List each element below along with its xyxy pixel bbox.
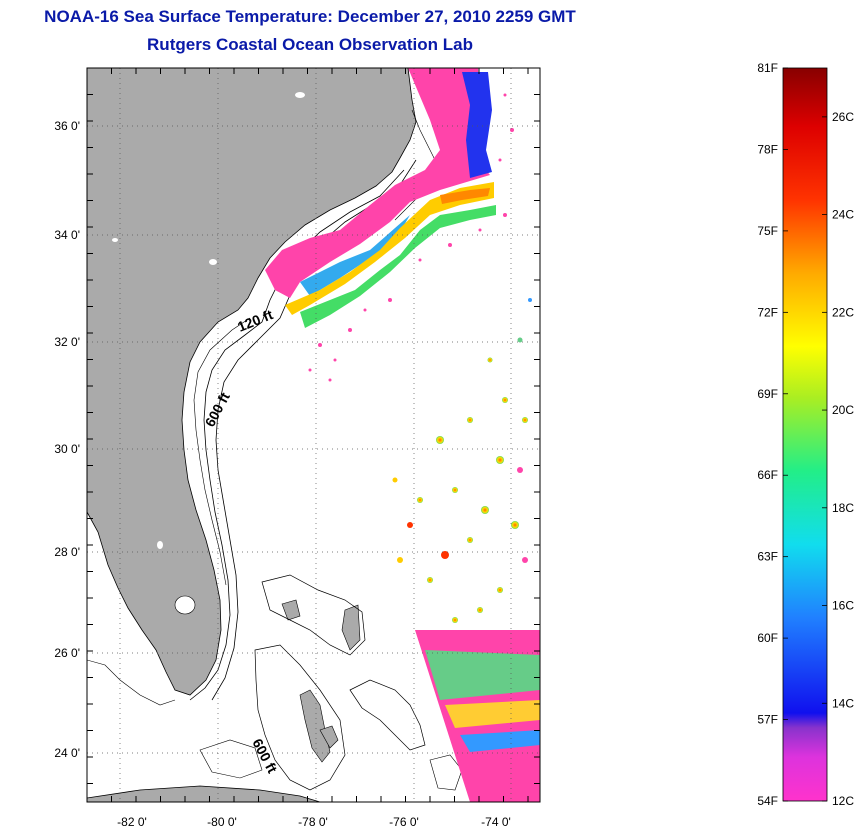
colorbar-c-label: 22C: [832, 305, 854, 319]
land-bahamas: [341, 604, 361, 651]
land-bahamas: [319, 725, 339, 749]
lake: [112, 238, 118, 242]
colorbar-f-label: 81F: [757, 61, 778, 75]
land-mainland: [87, 68, 417, 696]
lake: [157, 541, 163, 549]
sst-swath-warm-core: [440, 188, 490, 204]
contour-bahamas: [349, 679, 426, 751]
contour-bahamas: [261, 574, 366, 656]
colorbar-f-label: 66F: [757, 468, 778, 482]
colorbar-c-label: 20C: [832, 403, 854, 417]
sst-swath-south-mid: [425, 650, 540, 700]
colorbar-f-label: 60F: [757, 631, 778, 645]
contour-bahamas: [429, 754, 463, 791]
lon-label: -78 0': [298, 815, 328, 829]
land-bahamas: [281, 599, 301, 621]
colorbar-c-label: 24C: [832, 208, 854, 222]
graticule: [87, 68, 540, 802]
contour-label-600ft: 600 ft: [202, 389, 233, 429]
colorbar-c-label: 26C: [832, 110, 854, 124]
axis-ticks: [86, 67, 540, 802]
sst-swath-cold: [265, 68, 490, 298]
lat-label: 30 0': [54, 442, 80, 456]
colorbar-f-label: 54F: [757, 794, 778, 808]
contour-bahamas: [199, 739, 263, 779]
land-cuba: [87, 785, 321, 802]
contour-600ft: [211, 159, 417, 701]
contour-bahamas: [254, 644, 346, 791]
temperature-colorbar: 81F 78F 75F 72F 69F 66F 63F 60F 57F 54F 26C 24C 22C…: [757, 61, 854, 808]
lon-label: -82 0': [117, 815, 147, 829]
colorbar-gradient: [782, 67, 828, 802]
map-title: NOAA-16 Sea Surface Temperature: Decembe…: [44, 7, 576, 26]
colorbar-c-label: 12C: [832, 794, 854, 808]
sst-swath-south-warm: [445, 700, 540, 728]
land-bahamas: [299, 689, 331, 763]
sst-swath-warm: [285, 182, 494, 315]
lat-label: 34 0': [54, 228, 80, 242]
lon-label: -74 0': [481, 815, 511, 829]
colorbar-c-label: 16C: [832, 599, 854, 613]
lake: [209, 259, 217, 265]
colorbar-ticks: [783, 67, 827, 802]
sst-swath-cool: [300, 215, 410, 296]
sst-scattered: [392, 298, 532, 623]
lat-label: 28 0': [54, 545, 80, 559]
colorbar-f-label: 69F: [757, 387, 778, 401]
lon-label: -80 0': [207, 815, 237, 829]
lat-label: 36 0': [54, 119, 80, 133]
colorbar-c-label: 14C: [832, 696, 854, 710]
contour-keys: [87, 659, 176, 706]
sst-swath-mid: [300, 205, 496, 328]
colorbar-f-label: 78F: [757, 142, 778, 156]
contour-label-600ft: 600 ft: [249, 736, 280, 776]
sst-swath-cool: [462, 72, 492, 178]
map-subtitle: Rutgers Coastal Ocean Observation Lab: [147, 35, 473, 54]
lon-label: -76 0': [389, 815, 419, 829]
lake-okeechobee: [174, 595, 196, 615]
lat-label: 32 0': [54, 335, 80, 349]
map-frame: [86, 67, 541, 803]
sst-swath-south-cool: [460, 730, 540, 752]
colorbar-f-label: 63F: [757, 550, 778, 564]
colorbar-f-label: 57F: [757, 713, 778, 727]
colorbar-f-label: 72F: [757, 305, 778, 319]
lat-label: 24 0': [54, 746, 80, 760]
lat-label: 26 0': [54, 646, 80, 660]
sst-map: 36 0' 34 0' 32 0' 30 0' 28 0' 26 0' 24 0…: [54, 67, 541, 829]
contour-label-120ft: 120 ft: [235, 306, 275, 335]
contour-coastal-inner: [193, 317, 251, 586]
lake: [295, 92, 305, 98]
colorbar-f-label: 75F: [757, 224, 778, 238]
colorbar-c-label: 18C: [832, 501, 854, 515]
